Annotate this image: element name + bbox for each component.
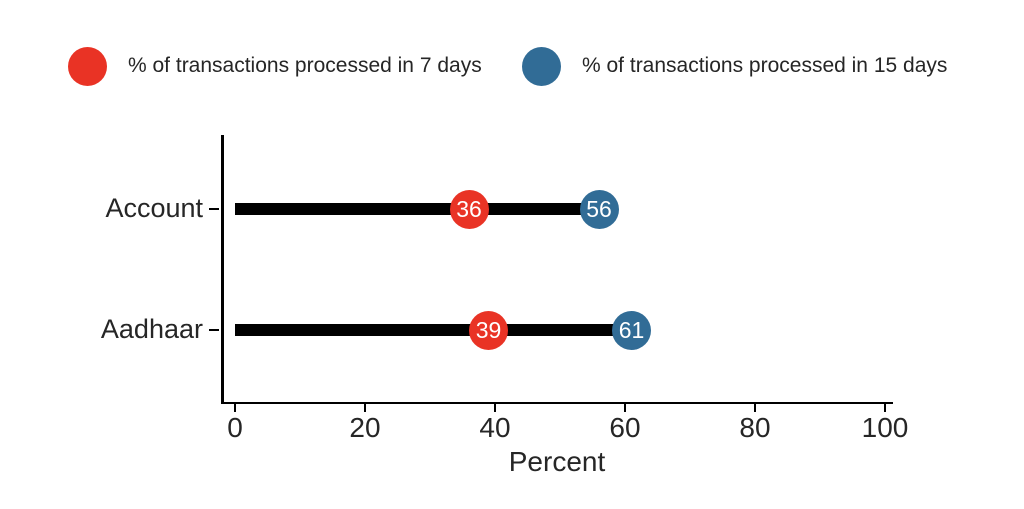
x-axis-tick [753, 404, 757, 412]
category-label: Aadhaar [100, 314, 203, 344]
category-axis-tick [209, 328, 219, 332]
x-axis-tick-label: 80 [739, 412, 771, 443]
legend-label-15-days: % of transactions processed in 15 days [582, 54, 948, 77]
x-axis-tick-label: 100 [861, 412, 909, 443]
legend-item-15-days: % of transactions processed in 15 days [522, 46, 947, 86]
x-axis-tick-label: 20 [349, 412, 381, 443]
x-axis-tick-label: 40 [479, 412, 511, 443]
category-label: Account [105, 193, 203, 223]
x-axis-tick [623, 404, 627, 412]
x-axis-tick-label: 60 [609, 412, 641, 443]
data-point-15-days: 56 [579, 189, 619, 229]
legend-red-dot-icon [68, 46, 107, 86]
legend-item-7-days: % of transactions processed in 7 days [68, 46, 482, 86]
legend-blue-dot-icon [522, 46, 561, 86]
data-point-7-days: 39 [469, 310, 508, 350]
x-axis-tick [493, 404, 497, 412]
dumbbell-connector-bar [235, 203, 599, 215]
dumbbell-connector-bar [235, 324, 632, 336]
data-point-15-days: 61 [612, 310, 651, 350]
data-point-7-days: 36 [449, 189, 489, 229]
y-axis-line [221, 135, 224, 404]
x-axis-line [221, 401, 893, 404]
legend-label-7-days: % of transactions processed in 7 days [128, 54, 482, 77]
x-axis-title: Percent [508, 446, 606, 477]
x-axis-tick [363, 404, 367, 412]
x-axis-tick [233, 404, 237, 412]
category-axis-tick [209, 207, 219, 211]
x-axis-tick-label: 0 [227, 412, 243, 443]
x-axis-tick [883, 404, 887, 412]
